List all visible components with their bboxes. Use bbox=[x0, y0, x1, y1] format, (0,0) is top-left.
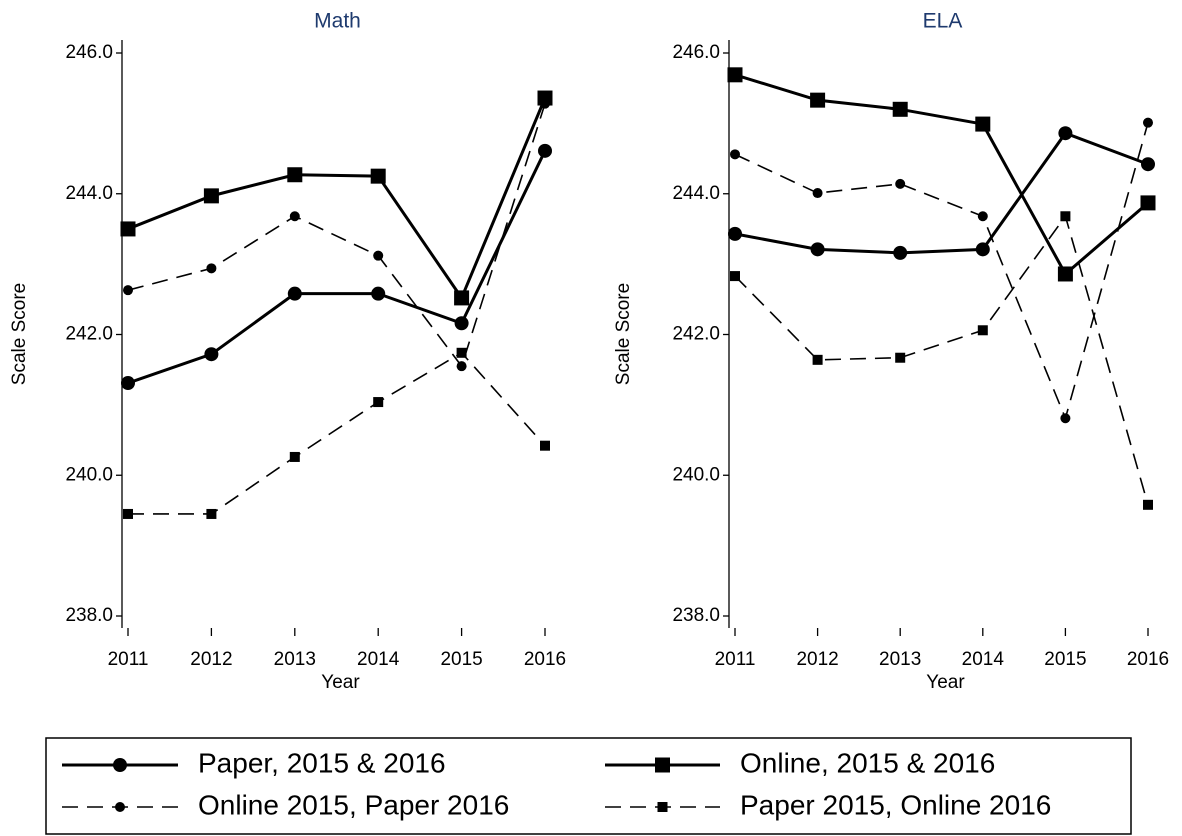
y-tick-label: 246.0 bbox=[672, 42, 720, 63]
data-point bbox=[977, 325, 988, 336]
y-tick-label: 242.0 bbox=[65, 324, 113, 345]
x-tick-label: 2014 bbox=[357, 649, 400, 670]
legend-label: Paper 2015, Online 2016 bbox=[740, 789, 1051, 820]
data-point bbox=[203, 188, 219, 204]
x-axis-label: Year bbox=[926, 672, 965, 693]
data-point bbox=[895, 178, 906, 189]
data-point bbox=[810, 242, 825, 257]
legend-label: Paper, 2015 & 2016 bbox=[198, 747, 446, 778]
y-tick-label: 244.0 bbox=[672, 183, 720, 204]
data-point bbox=[373, 250, 384, 261]
y-tick-label: 240.0 bbox=[65, 464, 113, 485]
x-tick-label: 2012 bbox=[796, 649, 838, 670]
series-line bbox=[734, 122, 1149, 421]
series-line bbox=[734, 214, 1149, 506]
x-tick-label: 2016 bbox=[524, 649, 566, 670]
data-point bbox=[810, 92, 826, 108]
legend-label: Online, 2015 & 2016 bbox=[740, 747, 995, 778]
series-line bbox=[734, 131, 1149, 255]
y-tick-label: 238.0 bbox=[65, 605, 113, 626]
series-line bbox=[127, 150, 547, 385]
data-point bbox=[1058, 126, 1073, 141]
data-point bbox=[289, 211, 300, 222]
data-point bbox=[540, 440, 550, 451]
data-point bbox=[120, 221, 136, 237]
data-point bbox=[1060, 413, 1071, 424]
data-point bbox=[371, 286, 386, 301]
x-tick-label: 2016 bbox=[1127, 649, 1169, 670]
series-line bbox=[127, 103, 546, 368]
data-point bbox=[1140, 195, 1156, 211]
data-point bbox=[730, 149, 740, 160]
data-point bbox=[123, 508, 133, 519]
data-point bbox=[287, 167, 303, 183]
y-axis-label: Scale Score bbox=[613, 283, 634, 385]
data-point bbox=[373, 397, 384, 408]
series-line bbox=[128, 351, 546, 515]
y-tick-label: 244.0 bbox=[65, 183, 113, 204]
data-point bbox=[895, 352, 906, 363]
legend-box bbox=[45, 737, 1132, 835]
y-tick-label: 238.0 bbox=[672, 605, 720, 626]
panel-title: Math bbox=[314, 10, 361, 33]
data-point bbox=[892, 101, 908, 117]
data-point bbox=[540, 98, 550, 109]
data-point bbox=[1143, 117, 1153, 128]
data-point bbox=[1143, 499, 1153, 510]
y-tick-label: 246.0 bbox=[65, 42, 113, 63]
data-point bbox=[1141, 157, 1155, 172]
data-point bbox=[893, 245, 908, 260]
x-tick-label: 2012 bbox=[190, 649, 232, 670]
legend-marker bbox=[113, 758, 127, 772]
y-tick-label: 240.0 bbox=[672, 464, 720, 485]
x-axis-label: Year bbox=[321, 672, 360, 693]
data-point bbox=[456, 347, 467, 358]
data-point bbox=[456, 361, 467, 372]
legend-marker bbox=[655, 757, 670, 773]
series-line bbox=[127, 97, 547, 302]
data-point bbox=[977, 211, 988, 222]
data-point bbox=[206, 263, 217, 274]
x-tick-label: 2015 bbox=[1044, 649, 1086, 670]
data-point bbox=[454, 290, 470, 306]
legend-marker bbox=[657, 802, 668, 812]
data-point bbox=[287, 286, 302, 301]
panel-title: ELA bbox=[923, 10, 963, 33]
data-point bbox=[1060, 211, 1071, 222]
data-point bbox=[727, 67, 743, 83]
data-point bbox=[975, 242, 990, 257]
legend-label: Online 2015, Paper 2016 bbox=[198, 789, 509, 820]
legend-marker bbox=[115, 802, 125, 812]
data-point bbox=[123, 285, 133, 296]
data-point bbox=[730, 271, 740, 282]
x-tick-label: 2014 bbox=[962, 649, 1005, 670]
data-point bbox=[812, 354, 823, 365]
data-point bbox=[812, 188, 823, 199]
data-point bbox=[538, 143, 552, 158]
data-point bbox=[121, 376, 135, 391]
x-tick-label: 2013 bbox=[879, 649, 921, 670]
data-point bbox=[204, 347, 219, 362]
data-point bbox=[370, 168, 386, 184]
x-tick-label: 2011 bbox=[108, 649, 149, 670]
data-point bbox=[454, 316, 469, 331]
y-axis-label: Scale Score bbox=[9, 283, 30, 385]
y-tick-label: 242.0 bbox=[672, 324, 720, 345]
x-tick-label: 2015 bbox=[440, 649, 482, 670]
x-tick-label: 2011 bbox=[715, 649, 756, 670]
data-point bbox=[289, 451, 300, 462]
data-point bbox=[728, 226, 742, 241]
x-tick-label: 2013 bbox=[274, 649, 316, 670]
data-point bbox=[975, 116, 991, 132]
data-point bbox=[1057, 266, 1073, 282]
data-point bbox=[206, 508, 217, 519]
